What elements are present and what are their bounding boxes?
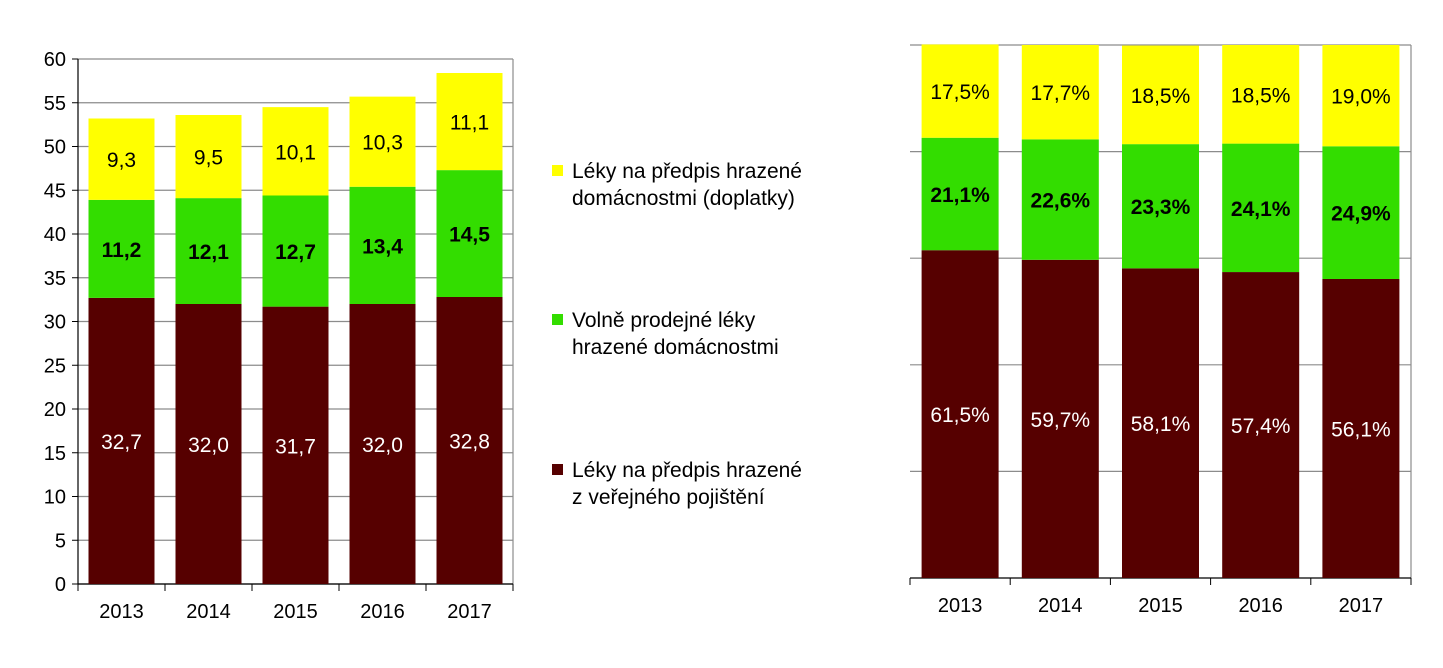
bar-segment [175, 198, 242, 304]
bar-segment [1122, 268, 1199, 578]
bar-segment [1222, 45, 1300, 144]
bar-segment [175, 304, 242, 584]
bar-segment [262, 195, 329, 307]
data-label: 13,4 [362, 235, 403, 258]
data-label: 10,1 [275, 141, 316, 164]
x-tick-label: 2014 [1038, 595, 1083, 617]
y-tick-label: 45 [44, 180, 66, 202]
data-label: 17,7% [1031, 82, 1091, 105]
data-label: 57,4% [1231, 415, 1291, 438]
y-tick-label: 40 [44, 224, 66, 246]
bar-segment [262, 107, 329, 196]
data-label: 31,7 [275, 435, 316, 458]
y-tick-label: 15 [44, 443, 66, 465]
bar-segment [88, 199, 155, 298]
bar-segment [1021, 45, 1099, 140]
bar-segment [921, 137, 999, 251]
legend-label-line1: Léky na předpis hrazené [572, 459, 802, 482]
data-label: 12,7 [275, 241, 316, 264]
y-tick-label: 10 [44, 487, 66, 509]
x-tick-label: 2013 [99, 601, 144, 623]
bar-segment [436, 297, 503, 584]
bar-segment [349, 304, 416, 584]
data-label: 32,0 [362, 434, 403, 457]
y-tick-label: 30 [44, 312, 66, 334]
x-tick-label: 2015 [273, 601, 318, 623]
bar-segment [436, 170, 503, 297]
left-chart: 0 5 10 15 20 25 30 35 40 45 50 55 60 32,7 11,2 9,3 2013 3… [44, 49, 514, 623]
x-tick-label: 2016 [1238, 595, 1283, 617]
bar-segment [262, 306, 329, 584]
bar-segment [1122, 144, 1199, 269]
y-tick-label: 55 [44, 93, 66, 115]
data-label: 61,5% [930, 404, 990, 427]
data-label: 17,5% [930, 81, 990, 104]
data-label: 11,2 [102, 239, 142, 262]
data-label: 59,7% [1031, 409, 1091, 432]
legend-label-line2: hrazené domácnostmi [572, 336, 779, 359]
legend-swatch-yellow [552, 165, 563, 176]
bar-segment [1222, 143, 1300, 273]
bar-segment [1122, 45, 1199, 145]
bar-segment [88, 118, 155, 200]
bar-segment [88, 297, 155, 584]
data-label: 10,3 [362, 132, 403, 155]
data-label: 18,5% [1131, 85, 1191, 108]
x-tick-label: 2017 [1339, 595, 1384, 617]
data-label: 9,5 [194, 147, 223, 170]
data-label: 22,6% [1031, 190, 1091, 213]
bar-segment [1021, 259, 1099, 578]
data-label: 56,1% [1331, 418, 1391, 441]
legend-swatch-maroon [552, 464, 563, 475]
y-tick-label: 5 [55, 530, 66, 552]
y-tick-label: 20 [44, 399, 66, 421]
data-label: 23,3% [1131, 196, 1191, 219]
y-tick-label: 35 [44, 268, 66, 290]
bar-segment [921, 44, 999, 138]
data-label: 19,0% [1331, 86, 1391, 109]
bar-segment [921, 250, 999, 578]
x-tick-label: 2016 [360, 601, 405, 623]
bar-segment [1322, 45, 1400, 147]
legend-label-line1: Volně prodejné léky [572, 309, 756, 332]
x-tick-label: 2013 [938, 595, 983, 617]
bar-segment [1021, 139, 1099, 260]
x-tick-label: 2015 [1138, 595, 1183, 617]
data-label: 14,5 [449, 224, 490, 247]
data-label: 11,1 [450, 112, 489, 135]
right-chart: 61,5% 21,1% 17,5% 2013 59,7% 22,6% 17,7% 2014 58… [909, 44, 1412, 617]
data-label: 24,9% [1331, 203, 1391, 226]
bar-segment [436, 73, 503, 171]
bar-segment [1222, 272, 1300, 578]
bar-segment [1322, 146, 1400, 279]
data-label: 18,5% [1231, 84, 1291, 107]
bar-segment [349, 96, 416, 187]
data-label: 32,0 [188, 434, 229, 457]
bar-segment [175, 115, 242, 199]
legend-label-line2: domácnostmi (doplatky) [572, 187, 795, 210]
y-tick-label: 25 [44, 355, 66, 377]
data-label: 58,1% [1131, 413, 1191, 436]
y-tick-label: 0 [55, 574, 66, 596]
bar-segment [349, 186, 416, 304]
x-tick-label: 2014 [186, 601, 231, 623]
bar-segment [1322, 278, 1400, 578]
data-label: 24,1% [1231, 198, 1291, 221]
data-label: 32,8 [449, 431, 490, 454]
legend-swatch-green [552, 314, 563, 325]
y-tick-label: 50 [44, 137, 66, 159]
data-label: 32,7 [101, 431, 142, 454]
legend-label-line1: Léky na předpis hrazené [572, 160, 802, 183]
x-tick-label: 2017 [447, 601, 492, 623]
legend-label-line2: z veřejného pojištění [572, 486, 765, 509]
data-label: 12,1 [188, 241, 229, 264]
y-tick-label: 60 [44, 49, 66, 71]
data-label: 21,1% [930, 184, 990, 207]
data-label: 9,3 [107, 149, 136, 172]
